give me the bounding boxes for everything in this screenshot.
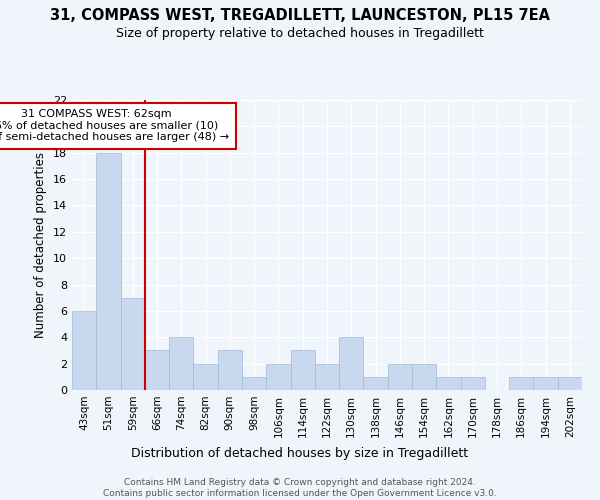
Y-axis label: Number of detached properties: Number of detached properties [34, 152, 47, 338]
Bar [461, 377, 485, 390]
Text: Size of property relative to detached houses in Tregadillett: Size of property relative to detached ho… [116, 28, 484, 40]
Bar [436, 377, 461, 390]
Bar [364, 377, 388, 390]
Bar [388, 364, 412, 390]
Bar [145, 350, 169, 390]
Bar [558, 377, 582, 390]
Bar [533, 377, 558, 390]
Bar [72, 311, 96, 390]
Bar [193, 364, 218, 390]
Bar [290, 350, 315, 390]
Text: Contains HM Land Registry data © Crown copyright and database right 2024.
Contai: Contains HM Land Registry data © Crown c… [103, 478, 497, 498]
Bar [242, 377, 266, 390]
Bar [412, 364, 436, 390]
Bar [169, 338, 193, 390]
Bar [96, 152, 121, 390]
Bar [121, 298, 145, 390]
Text: 31, COMPASS WEST, TREGADILLETT, LAUNCESTON, PL15 7EA: 31, COMPASS WEST, TREGADILLETT, LAUNCEST… [50, 8, 550, 22]
Bar [339, 338, 364, 390]
Bar [315, 364, 339, 390]
Bar [266, 364, 290, 390]
Bar [509, 377, 533, 390]
Bar [218, 350, 242, 390]
Text: 31 COMPASS WEST: 62sqm
← 16% of detached houses are smaller (10)
79% of semi-det: 31 COMPASS WEST: 62sqm ← 16% of detached… [0, 109, 229, 142]
Text: Distribution of detached houses by size in Tregadillett: Distribution of detached houses by size … [131, 448, 469, 460]
